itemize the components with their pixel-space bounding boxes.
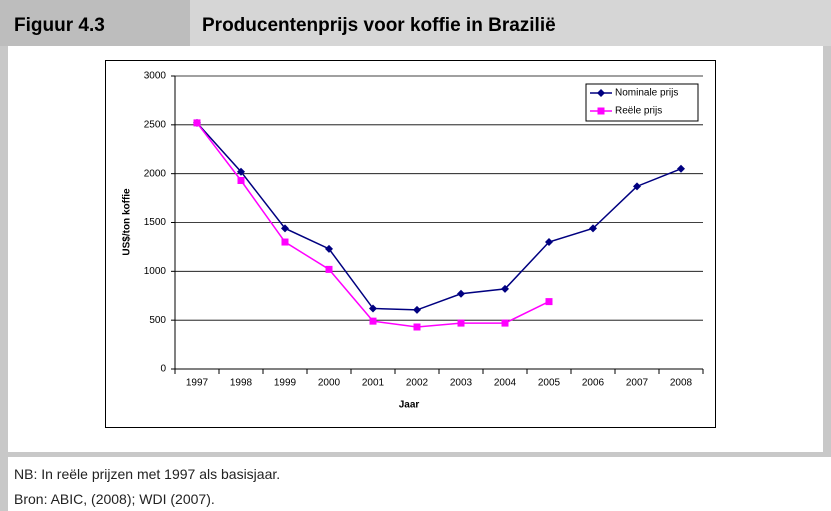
marker — [237, 167, 245, 176]
marker — [413, 305, 421, 314]
chart: Jaar US$/ton koffie 0 500 1000 1500 2000 2500… — [105, 60, 716, 428]
x-tick-label: 2000 — [318, 378, 341, 389]
marker — [281, 238, 289, 246]
x-tick-label: 2007 — [626, 378, 649, 389]
x-tick-label: 2005 — [538, 378, 561, 389]
bottom-band — [0, 452, 831, 457]
marker — [597, 107, 605, 115]
legend-label: Reële prijs — [615, 106, 662, 117]
marker — [545, 238, 553, 247]
marker — [325, 244, 333, 253]
y-tick-label: 0 — [160, 364, 166, 375]
x-tick-label: 2001 — [362, 378, 385, 389]
marker — [677, 164, 685, 173]
x-tick-label: 1999 — [274, 378, 297, 389]
legend-box — [585, 83, 699, 122]
note: NB: In reële prijzen met 1997 als basisj… — [14, 466, 281, 482]
right-border — [823, 46, 831, 456]
marker — [281, 224, 289, 233]
marker — [413, 323, 421, 331]
legend-label: Nominale prijs — [615, 88, 678, 99]
marker — [545, 298, 553, 306]
marker — [457, 289, 465, 298]
x-tick-label: 2008 — [670, 378, 693, 389]
y-tick-label: 3000 — [144, 71, 167, 82]
marker — [237, 177, 245, 185]
figure-label: Figuur 4.3 — [0, 0, 190, 46]
series-line — [196, 122, 682, 311]
y-tick-label: 1500 — [144, 217, 167, 228]
x-tick-label: 1997 — [186, 378, 209, 389]
marker — [597, 89, 605, 97]
marker — [589, 224, 597, 233]
marker — [457, 319, 465, 327]
marker — [369, 304, 377, 313]
x-tick-label: 1998 — [230, 378, 253, 389]
marker — [325, 265, 333, 273]
marker — [369, 317, 377, 325]
marker — [633, 182, 641, 191]
y-tick-label: 2500 — [144, 119, 167, 130]
left-border — [0, 46, 8, 511]
figure-title: Producentenprijs voor koffie in Brazilië — [190, 0, 831, 46]
x-tick-label: 2006 — [582, 378, 605, 389]
x-axis-label: Jaar — [399, 400, 420, 411]
x-tick-label: 2002 — [406, 378, 429, 389]
y-tick-label: 1000 — [144, 266, 167, 277]
note: Bron: ABIC, (2008); WDI (2007). — [14, 491, 215, 507]
y-tick-label: 2000 — [144, 168, 167, 179]
y-axis-label: US$/ton koffie — [122, 188, 133, 256]
chart-frame — [105, 60, 716, 428]
y-tick-label: 500 — [149, 315, 166, 326]
x-tick-label: 2004 — [494, 378, 517, 389]
marker — [501, 319, 509, 327]
x-tick-label: 2003 — [450, 378, 473, 389]
marker — [501, 284, 509, 293]
marker — [193, 119, 201, 127]
